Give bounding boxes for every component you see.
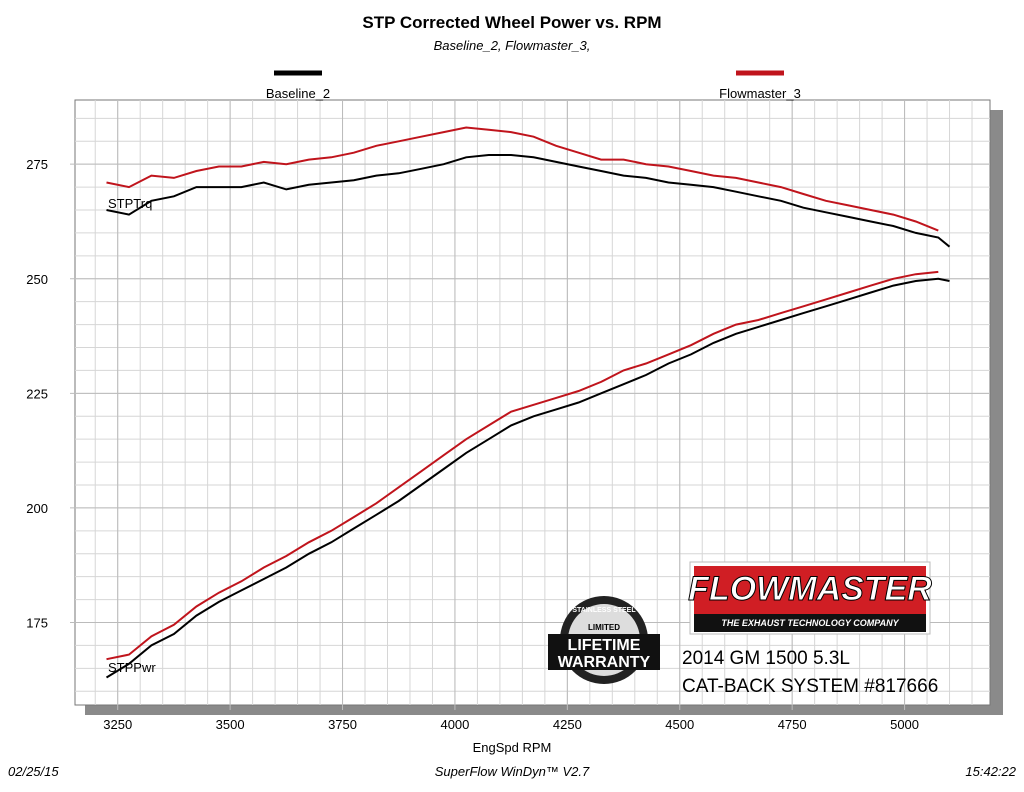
- x-tick-label: 3500: [216, 717, 245, 732]
- x-tick-label: 5000: [890, 717, 919, 732]
- footer-date: 02/25/15: [8, 764, 59, 779]
- brand-tagline: THE EXHAUST TECHNOLOGY COMPANY: [721, 618, 899, 628]
- badge-text: STAINLESS STEEL: [572, 607, 636, 614]
- badge-text: LIMITED: [588, 623, 620, 632]
- torque-line: [106, 126, 939, 232]
- power-line: [105, 277, 950, 679]
- product-text: 2014 GM 1500 5.3L: [682, 648, 850, 669]
- x-axis-label: EngSpd RPM: [473, 740, 552, 755]
- x-tick-label: 4750: [778, 717, 807, 732]
- x-tick-label: 4000: [440, 717, 469, 732]
- y-tick-label: 175: [26, 616, 48, 631]
- chart-subtitle: Baseline_2, Flowmaster_3,: [434, 38, 591, 53]
- product-text: CAT-BACK SYSTEM #817666: [682, 676, 938, 697]
- legend-label: Flowmaster_3: [719, 86, 801, 101]
- legend-label: Baseline_2: [266, 86, 330, 101]
- x-tick-label: 4250: [553, 717, 582, 732]
- x-tick-label: 3750: [328, 717, 357, 732]
- footer-time: 15:42:22: [965, 764, 1016, 779]
- y-tick-label: 250: [26, 272, 48, 287]
- badge-text: LIFETIME: [568, 637, 641, 654]
- brand-name: FLOWMASTER: [688, 570, 932, 608]
- brand-logo: FLOWMASTER THE EXHAUST TECHNOLOGY COMPAN…: [688, 561, 933, 635]
- chart-title: STP Corrected Wheel Power vs. RPM: [362, 13, 661, 32]
- grid: [70, 100, 990, 710]
- y-tick-label: 275: [26, 157, 48, 172]
- x-tick-label: 4500: [665, 717, 694, 732]
- badge-text: WARRANTY: [558, 654, 651, 671]
- annotation: STPTrq: [108, 196, 152, 211]
- y-tick-label: 225: [26, 386, 48, 401]
- power-line: [106, 270, 939, 661]
- x-tick-label: 3250: [103, 717, 132, 732]
- y-tick-label: 200: [26, 501, 48, 516]
- torque-line: [106, 154, 951, 248]
- footer-software: SuperFlow WinDyn™ V2.7: [435, 764, 590, 779]
- annotation: STPPwr: [108, 660, 156, 675]
- warranty-badge: STAINLESS STEEL LIMITED LIFETIME WARRANT…: [548, 596, 660, 684]
